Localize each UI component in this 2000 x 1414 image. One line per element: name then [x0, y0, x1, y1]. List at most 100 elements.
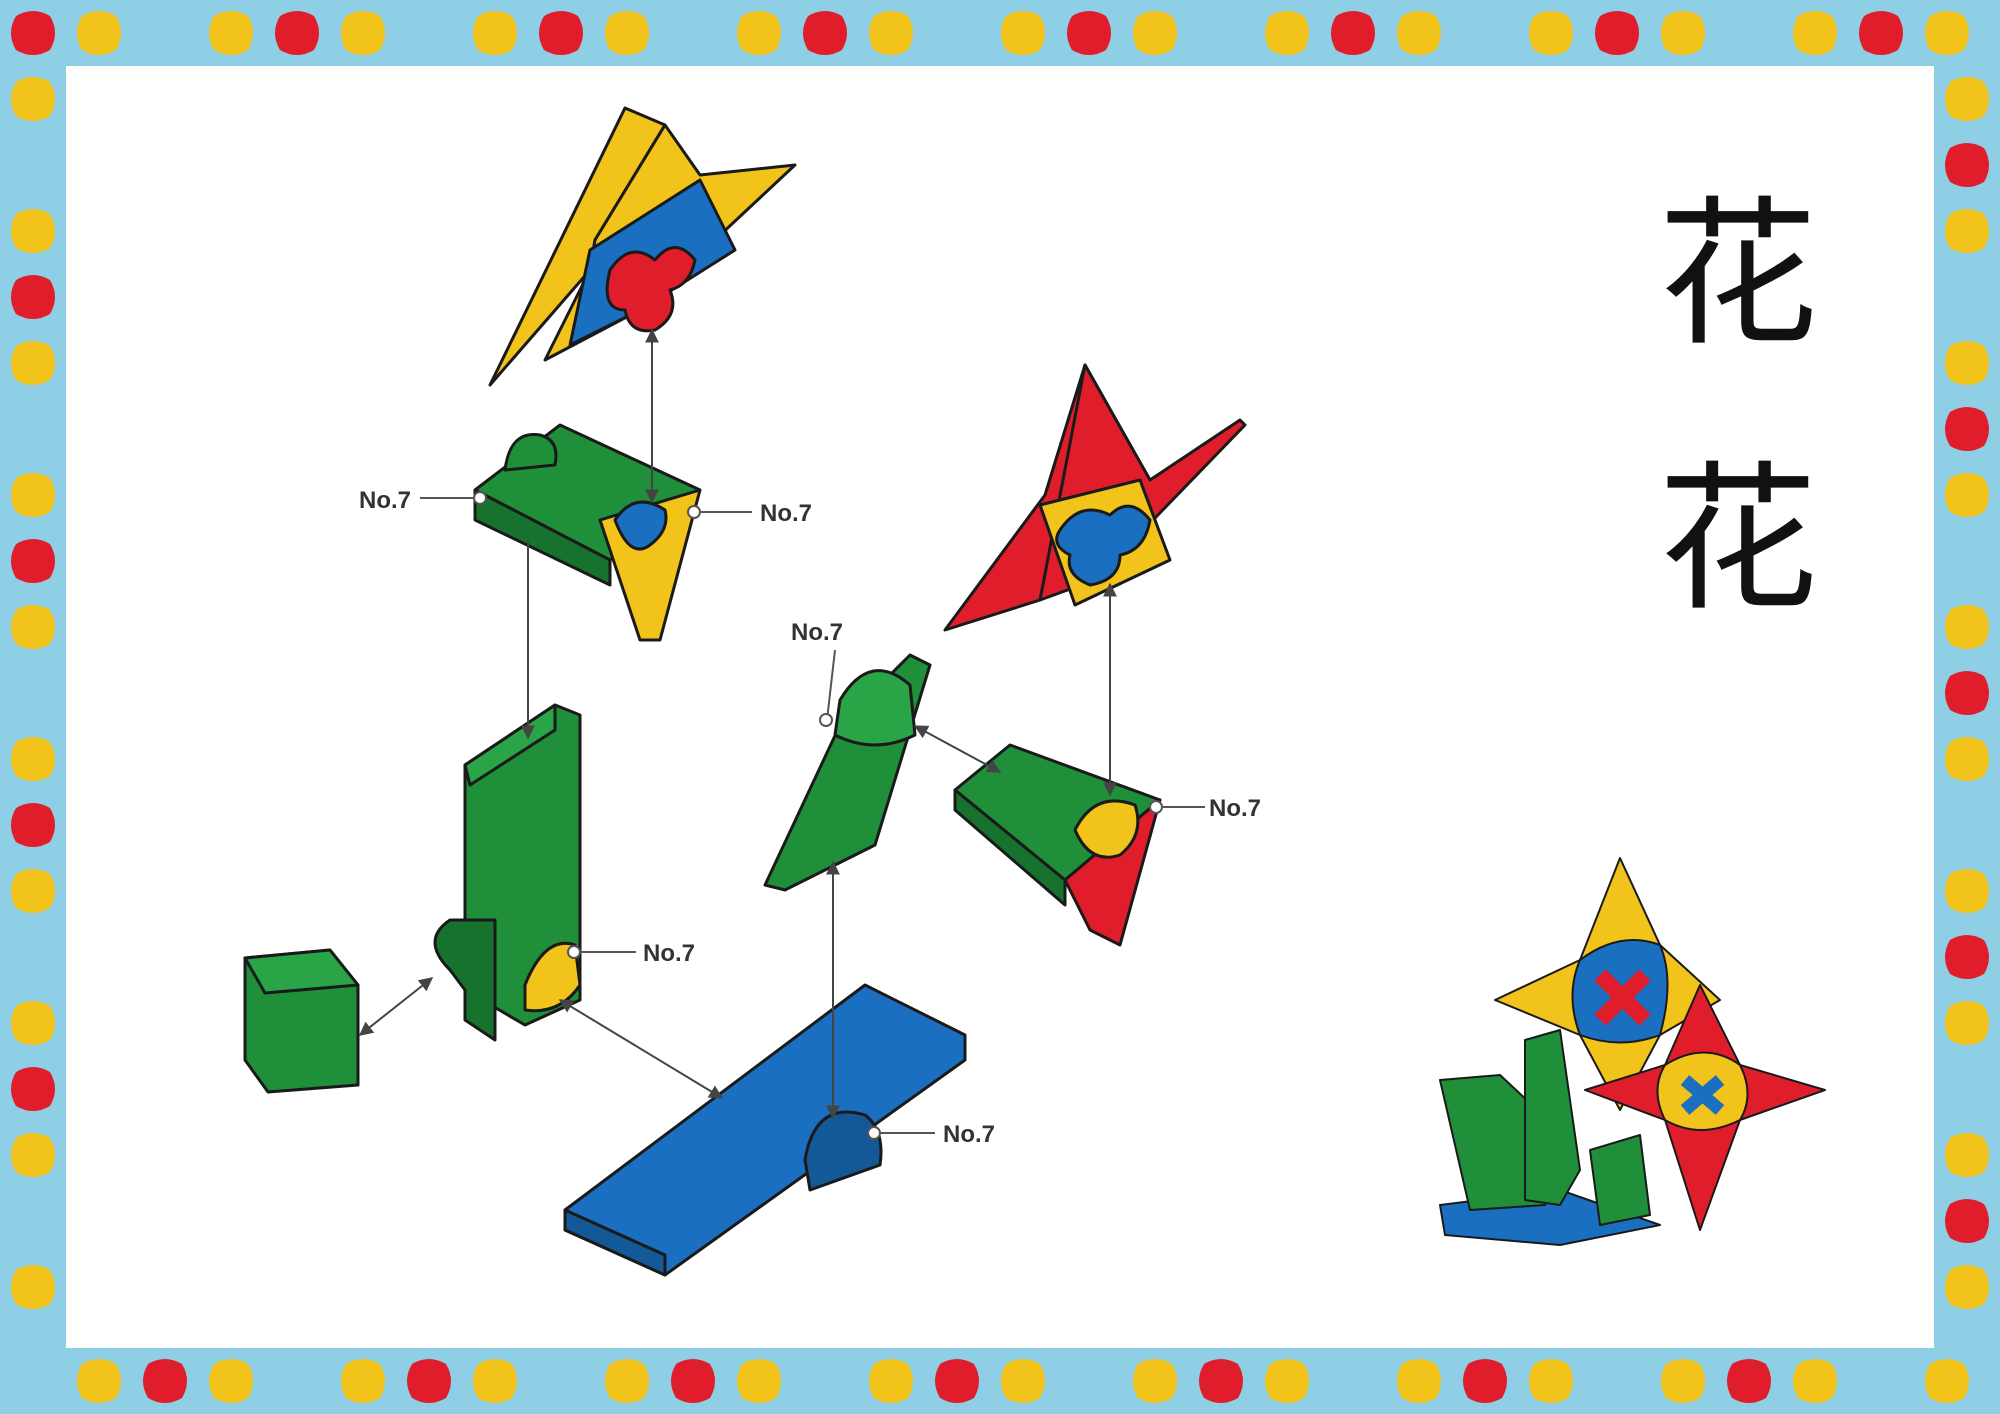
puzzle-piece-icon — [1001, 1359, 1045, 1403]
puzzle-piece-icon — [1661, 1359, 1705, 1403]
puzzle-piece-icon — [143, 11, 187, 55]
puzzle-piece-icon — [1945, 869, 1989, 913]
puzzle-piece-icon — [935, 1359, 979, 1403]
puzzle-piece-icon — [1529, 11, 1573, 55]
puzzle-piece-icon — [1199, 1359, 1243, 1403]
puzzle-piece-icon — [1945, 1199, 1989, 1243]
puzzle-piece-icon — [1265, 11, 1309, 55]
callout-label-no7-top-right: No.7 — [760, 500, 812, 527]
puzzle-piece-icon — [11, 1067, 55, 1111]
puzzle-piece-icon — [1067, 11, 1111, 55]
puzzle-piece-icon — [275, 11, 319, 55]
puzzle-piece-icon — [1945, 407, 1989, 451]
puzzle-piece-icon — [1945, 671, 1989, 715]
puzzle-piece-icon — [11, 1199, 55, 1243]
puzzle-piece-icon — [869, 1359, 913, 1403]
puzzle-piece-icon — [1331, 1359, 1375, 1403]
puzzle-piece-icon — [11, 605, 55, 649]
puzzle-piece-icon — [671, 11, 715, 55]
puzzle-piece-icon — [1945, 803, 1989, 847]
puzzle-piece-icon — [1945, 473, 1989, 517]
puzzle-piece-icon — [11, 1133, 55, 1177]
puzzle-piece-icon — [1595, 11, 1639, 55]
puzzle-piece-icon — [11, 1359, 55, 1403]
puzzle-piece-icon — [1793, 11, 1837, 55]
puzzle-piece-icon — [407, 11, 451, 55]
puzzle-piece-icon — [11, 671, 55, 715]
puzzle-piece-icon — [1397, 1359, 1441, 1403]
puzzle-piece-icon — [1945, 1265, 1989, 1309]
puzzle-piece-icon — [209, 11, 253, 55]
puzzle-piece-icon — [539, 11, 583, 55]
puzzle-piece-icon — [1859, 11, 1903, 55]
puzzle-piece-icon — [1199, 11, 1243, 55]
puzzle-piece-icon — [935, 11, 979, 55]
puzzle-piece-icon — [11, 209, 55, 253]
puzzle-piece-icon — [1859, 1359, 1903, 1403]
puzzle-piece-icon — [1793, 1359, 1837, 1403]
puzzle-piece-icon — [1727, 1359, 1771, 1403]
puzzle-piece-icon — [473, 11, 517, 55]
puzzle-piece-icon — [1945, 605, 1989, 649]
puzzle-piece-icon — [209, 1359, 253, 1403]
puzzle-piece-icon — [1529, 1359, 1573, 1403]
puzzle-piece-icon — [1945, 1133, 1989, 1177]
puzzle-piece-icon — [605, 1359, 649, 1403]
puzzle-piece-icon — [1067, 1359, 1111, 1403]
puzzle-piece-icon — [11, 869, 55, 913]
puzzle-piece-icon — [1945, 539, 1989, 583]
puzzle-piece-icon — [407, 1359, 451, 1403]
instruction-card — [66, 66, 1934, 1348]
puzzle-piece-icon — [1133, 1359, 1177, 1403]
puzzle-piece-icon — [1331, 11, 1375, 55]
puzzle-piece-icon — [1397, 11, 1441, 55]
small-block-green — [243, 948, 360, 1094]
puzzle-piece-icon — [1463, 11, 1507, 55]
puzzle-piece-icon — [1945, 737, 1989, 781]
callout-label-no7-top-left: No.7 — [359, 487, 411, 514]
puzzle-piece-icon — [1945, 1001, 1989, 1045]
puzzle-piece-icon — [143, 1359, 187, 1403]
puzzle-piece-icon — [11, 143, 55, 187]
puzzle-piece-icon — [1945, 143, 1989, 187]
puzzle-piece-icon — [605, 11, 649, 55]
puzzle-piece-icon — [1945, 209, 1989, 253]
puzzle-piece-icon — [77, 11, 121, 55]
tall-piece-green — [433, 703, 582, 1042]
puzzle-piece-icon — [1925, 1359, 1969, 1403]
puzzle-piece-icon — [11, 341, 55, 385]
wing-piece-red — [943, 363, 1247, 632]
puzzle-piece-icon — [11, 407, 55, 451]
callout-label-no7-middle: No.7 — [791, 619, 843, 646]
puzzle-piece-icon — [803, 1359, 847, 1403]
puzzle-piece-icon — [275, 1359, 319, 1403]
title-character-1: 花 — [1657, 181, 1818, 368]
puzzle-piece-icon — [1661, 11, 1705, 55]
angled-piece-green — [763, 653, 932, 892]
puzzle-piece-icon — [473, 1359, 517, 1403]
puzzle-piece-icon — [737, 11, 781, 55]
puzzle-piece-icon — [1945, 1067, 1989, 1111]
connection-arrows — [358, 328, 1117, 1120]
puzzle-piece-icon — [1925, 11, 1969, 55]
puzzle-piece-icon — [11, 737, 55, 781]
callout-label-no7-bottom: No.7 — [943, 1121, 995, 1148]
puzzle-piece-icon — [1463, 1359, 1507, 1403]
puzzle-piece-icon — [1945, 341, 1989, 385]
finished-flower-model — [1439, 857, 1826, 1246]
puzzle-piece-icon — [671, 1359, 715, 1403]
callout-leaders — [420, 491, 1205, 1140]
wing-piece-yellow — [488, 106, 797, 387]
callout-label-no7-lower-left: No.7 — [643, 940, 695, 967]
puzzle-piece-icon — [1133, 11, 1177, 55]
puzzle-piece-icon — [77, 1359, 121, 1403]
puzzle-piece-icon — [1945, 275, 1989, 319]
connector-piece-green-top — [473, 423, 702, 642]
puzzle-piece-icon — [11, 11, 55, 55]
puzzle-piece-icon — [341, 1359, 385, 1403]
puzzle-piece-icon — [869, 11, 913, 55]
puzzle-piece-icon — [1001, 11, 1045, 55]
puzzle-piece-icon — [803, 11, 847, 55]
puzzle-piece-icon — [11, 275, 55, 319]
